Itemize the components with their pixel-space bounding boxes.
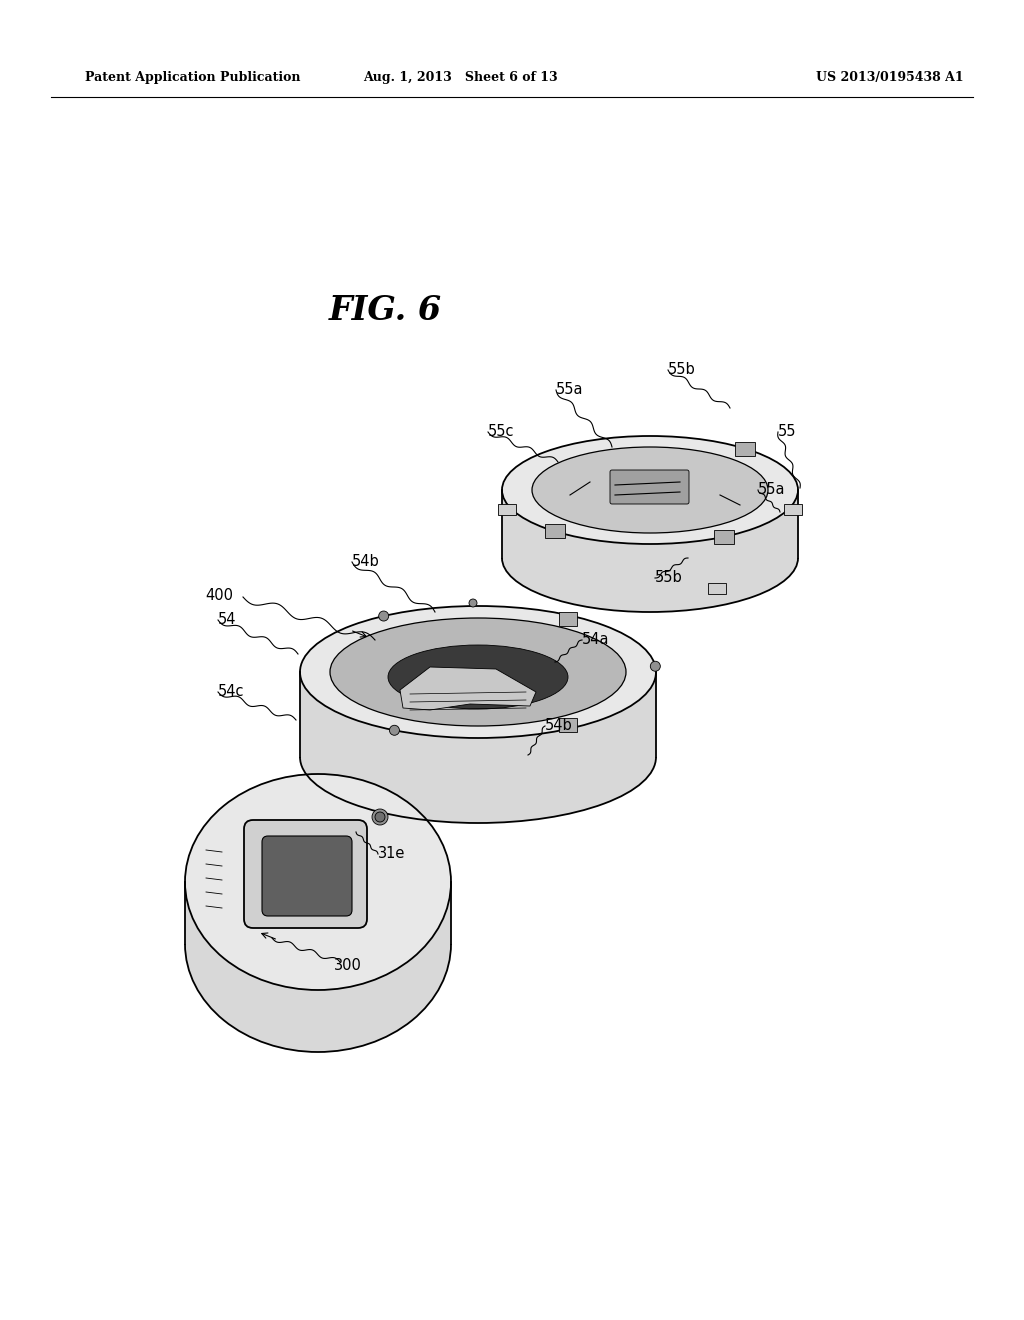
- Text: 54a: 54a: [582, 632, 609, 648]
- Text: FIG. 6: FIG. 6: [329, 293, 441, 326]
- Circle shape: [372, 809, 388, 825]
- Ellipse shape: [388, 645, 568, 709]
- Text: Patent Application Publication: Patent Application Publication: [85, 71, 300, 84]
- Text: 55a: 55a: [758, 483, 785, 498]
- Bar: [559, 718, 578, 731]
- Bar: [498, 504, 516, 515]
- Polygon shape: [502, 490, 798, 612]
- Ellipse shape: [185, 774, 451, 990]
- Bar: [783, 504, 802, 515]
- Circle shape: [379, 611, 389, 620]
- Text: 55c: 55c: [488, 425, 514, 440]
- Circle shape: [650, 661, 660, 672]
- Ellipse shape: [502, 436, 798, 544]
- Text: 54: 54: [218, 612, 237, 627]
- FancyBboxPatch shape: [244, 820, 367, 928]
- Polygon shape: [400, 667, 536, 710]
- Circle shape: [389, 725, 399, 735]
- Text: 55: 55: [778, 425, 797, 440]
- Text: 31e: 31e: [378, 846, 406, 862]
- FancyBboxPatch shape: [610, 470, 689, 504]
- Polygon shape: [300, 672, 656, 822]
- Text: 54b: 54b: [545, 718, 572, 734]
- Bar: [559, 612, 578, 627]
- Text: Aug. 1, 2013   Sheet 6 of 13: Aug. 1, 2013 Sheet 6 of 13: [362, 71, 557, 84]
- Text: 55b: 55b: [655, 570, 683, 586]
- Text: 300: 300: [334, 958, 361, 974]
- Text: 55a: 55a: [556, 383, 584, 397]
- Text: 400: 400: [205, 587, 233, 602]
- Bar: [545, 524, 565, 539]
- Polygon shape: [185, 882, 451, 1052]
- Circle shape: [469, 599, 477, 607]
- Ellipse shape: [300, 606, 656, 738]
- Ellipse shape: [532, 447, 768, 533]
- Bar: [708, 582, 726, 594]
- Bar: [714, 529, 734, 544]
- Text: 55b: 55b: [668, 363, 695, 378]
- Text: 54b: 54b: [352, 554, 380, 569]
- Bar: [735, 442, 755, 455]
- FancyBboxPatch shape: [262, 836, 352, 916]
- Text: US 2013/0195438 A1: US 2013/0195438 A1: [816, 71, 964, 84]
- Ellipse shape: [330, 618, 626, 726]
- Circle shape: [375, 812, 385, 822]
- Text: 54c: 54c: [218, 685, 245, 700]
